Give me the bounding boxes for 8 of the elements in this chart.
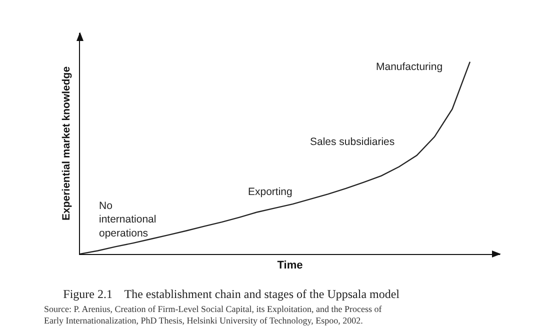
source-note: Source: P. Arenius, Creation of Firm-Level Social Capital, its Exploitation, and the Process of Early Internationalization, PhD Thesis, Helsinki University of Technology, Espoo, 2002. — [44, 304, 382, 326]
x-axis-title: Time — [277, 260, 303, 272]
annotation: No international operations — [99, 200, 156, 240]
annotation: Sales subsidiaries — [310, 136, 395, 148]
annotation: Manufacturing — [376, 61, 443, 73]
y-axis-title: Experiential market knowledge — [60, 66, 73, 221]
text: Figure 2.1 The establishment chain and stages of the Uppsala model — [63, 286, 400, 301]
annotation: Exporting — [248, 186, 293, 198]
